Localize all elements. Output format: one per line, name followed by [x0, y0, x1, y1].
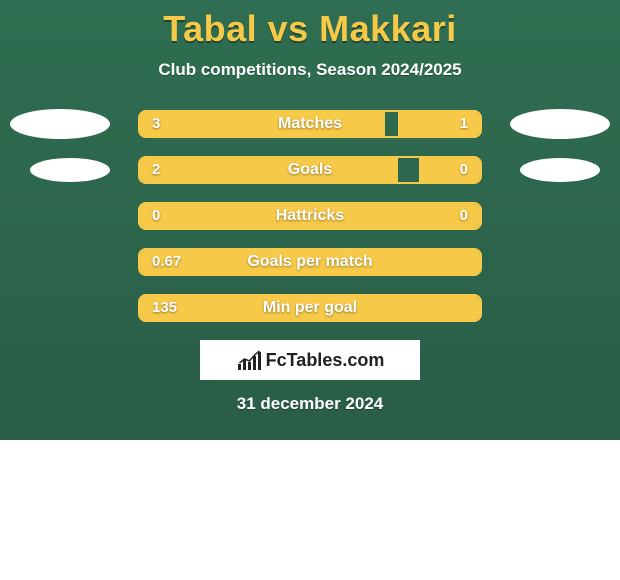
brand-text: FcTables.com: [266, 350, 385, 371]
stat-row: Min per goal135: [0, 294, 620, 322]
stat-row: Hattricks0 0: [0, 202, 620, 230]
stat-value-right: 1: [460, 112, 468, 136]
stat-bar: Min per goal135: [138, 294, 482, 322]
stat-label: Min per goal: [140, 296, 480, 320]
stat-label: Hattricks: [140, 204, 480, 228]
player-avatar-left: [30, 158, 110, 182]
stat-bar: Goals2 0: [138, 156, 482, 184]
page-subtitle: Club competitions, Season 2024/2025: [0, 60, 620, 80]
stat-value-left: 2: [152, 158, 160, 182]
stat-bar: Hattricks0 0: [138, 202, 482, 230]
player-avatar-right: [510, 109, 610, 139]
stat-label: Goals: [140, 158, 480, 182]
stat-row: Goals per match0.67: [0, 248, 620, 276]
comparison-card: Tabal vs Makkari Club competitions, Seas…: [0, 0, 620, 440]
player-avatar-left: [10, 109, 110, 139]
stat-row: Goals2 0: [0, 156, 620, 184]
stat-label: Matches: [140, 112, 480, 136]
stat-label: Goals per match: [140, 250, 480, 274]
barchart-icon: [236, 350, 262, 370]
stat-value-left: 0.67: [152, 250, 181, 274]
footer-date: 31 december 2024: [0, 394, 620, 414]
stat-row: Matches3 1: [0, 110, 620, 138]
stat-value-left: 0: [152, 204, 160, 228]
page-title: Tabal vs Makkari: [0, 0, 620, 50]
player-avatar-right: [520, 158, 600, 182]
stat-rows: Matches31Goals20Hattricks00Goals per mat…: [0, 110, 620, 322]
brand-badge: FcTables.com: [200, 340, 420, 380]
stat-value-right: 0: [460, 158, 468, 182]
stat-value-left: 135: [152, 296, 177, 320]
stat-bar: Matches3 1: [138, 110, 482, 138]
stat-value-right: 0: [460, 204, 468, 228]
stat-value-left: 3: [152, 112, 160, 136]
stat-bar: Goals per match0.67: [138, 248, 482, 276]
